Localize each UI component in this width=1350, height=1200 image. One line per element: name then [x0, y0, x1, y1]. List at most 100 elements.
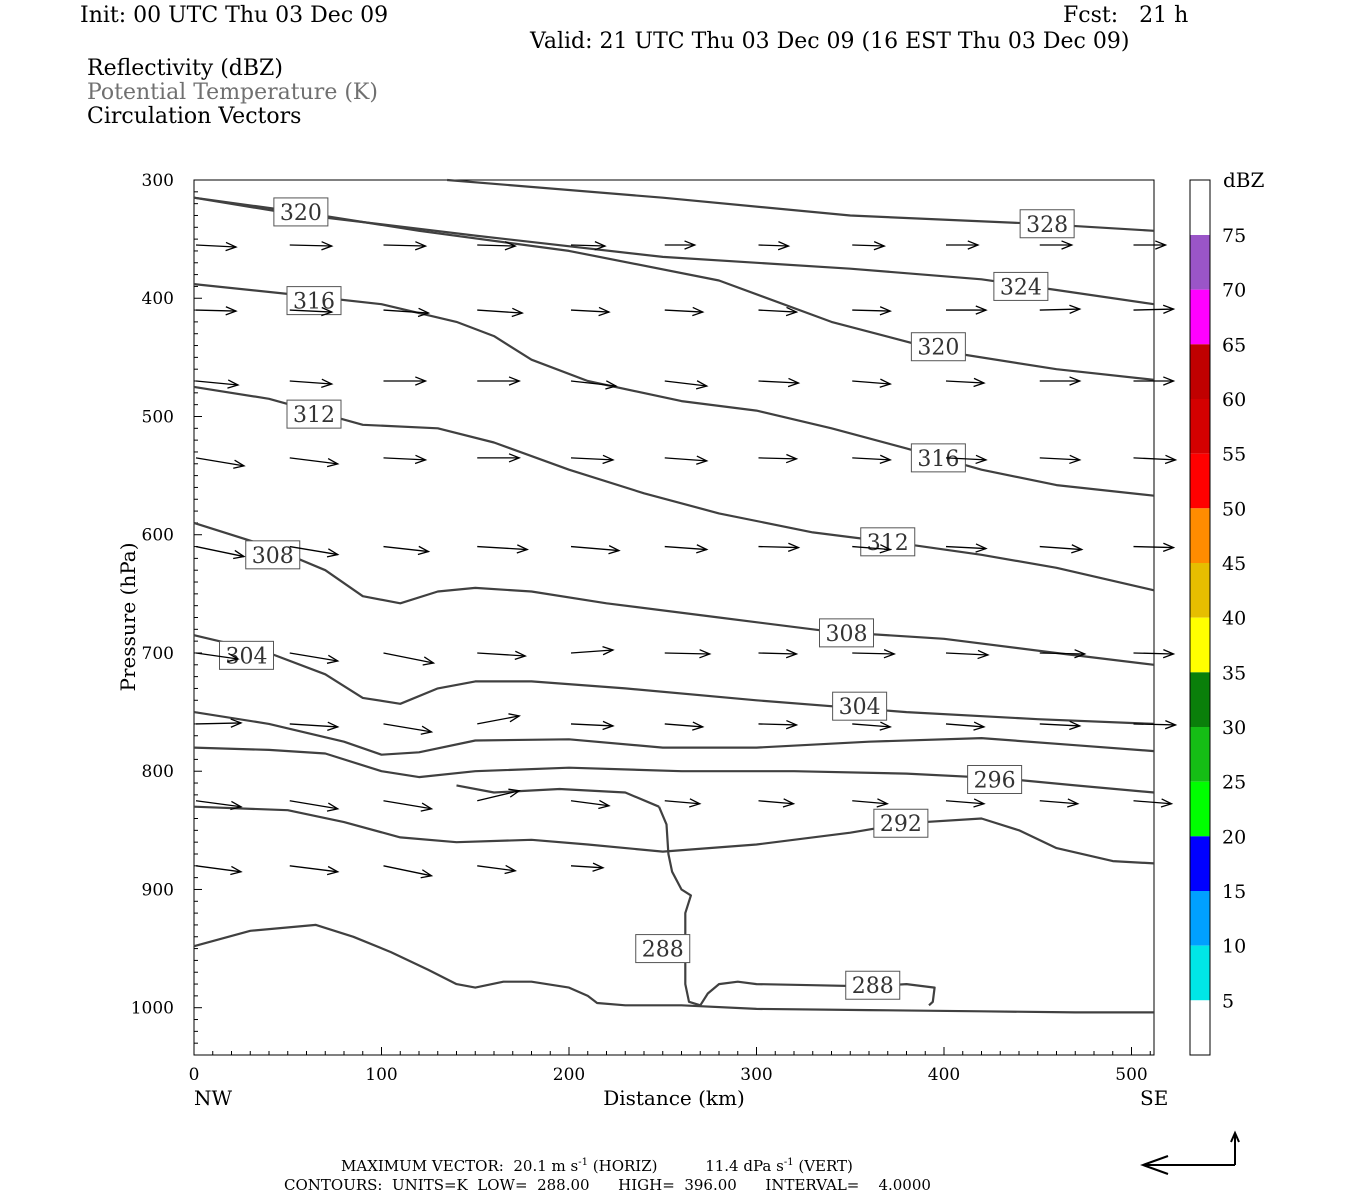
max-vector-vert: 11.4 dPa s [705, 1157, 784, 1175]
x-axis-title: Distance (km) [603, 1086, 745, 1110]
left-end-label: NW [194, 1086, 233, 1110]
isentrope-288 [193, 923, 1154, 1014]
isentrope-316 [193, 283, 1155, 497]
circulation-vector [1133, 454, 1178, 465]
circulation-vector [477, 376, 522, 386]
colorbar-label: 5 [1222, 990, 1234, 1012]
max-vector-label: MAXIMUM VECTOR: [341, 1157, 504, 1175]
circulation-vector [758, 542, 801, 552]
y-tick-label: 1000 [131, 999, 174, 1019]
isentrope-288 [456, 784, 660, 808]
circulation-vector [570, 646, 615, 656]
isentrope-288 [699, 980, 936, 1007]
colorbar-label: 35 [1222, 662, 1246, 684]
circulation-vector [664, 649, 712, 659]
footer-max-vector: MAXIMUM VECTOR: 20.1 m s-1 (HORIZ) 11.4 … [341, 1157, 853, 1175]
circulation-vector [289, 545, 340, 558]
circulation-vector [852, 378, 892, 388]
circulation-vector [852, 544, 892, 554]
circulation-vector [570, 799, 611, 810]
circulation-vector [383, 652, 436, 666]
colorbar-label: 20 [1222, 826, 1246, 848]
vert-unit: (VERT) [798, 1157, 853, 1175]
circulation-vector [383, 241, 428, 251]
x-tick-label: 400 [928, 1065, 960, 1085]
circulation-vector [664, 240, 697, 250]
circulation-vector [758, 719, 799, 730]
circulation-vector [852, 454, 892, 465]
colorbar-swatch [1190, 727, 1210, 782]
circulation-vector [195, 865, 243, 876]
circulation-vector [664, 798, 702, 808]
contour-label-box [845, 970, 901, 1000]
colorbar-label: 65 [1222, 334, 1246, 356]
reference-vector-icon [1140, 1130, 1240, 1175]
footer-contours: CONTOURS: UNITS=K LOW= 288.00 HIGH= 396.… [284, 1176, 931, 1194]
circulation-vector [289, 457, 340, 468]
circulation-vector [852, 241, 887, 251]
circulation-vector [945, 454, 988, 465]
y-tick-label: 900 [142, 880, 174, 900]
colorbar-title: dBZ [1223, 168, 1265, 192]
colorbar-swatch [1190, 508, 1210, 563]
circulation-vector [758, 241, 791, 251]
y-tick-label: 300 [142, 171, 174, 191]
circulation-vector [946, 240, 980, 250]
circulation-vector [570, 545, 621, 555]
y-axis-title: Pressure (hPa) [116, 543, 140, 692]
x-tick-label: 200 [553, 1065, 585, 1085]
contour-label: 324 [1000, 275, 1042, 300]
contour-label: 328 [1026, 213, 1068, 238]
isentrope-300 [193, 711, 1155, 756]
circulation-vector [1133, 798, 1174, 808]
isentrope-304 [193, 634, 1155, 725]
circulation-vector [664, 721, 705, 731]
y-tick-label: 700 [142, 644, 174, 664]
colorbar-label: 45 [1222, 553, 1246, 575]
contour-label: 288 [642, 938, 684, 963]
isentrope-320 [193, 196, 1155, 381]
circulation-vector [195, 457, 246, 469]
contour-label: 312 [293, 403, 335, 428]
circulation-vector [383, 545, 431, 556]
contour-label-box [635, 934, 691, 964]
circulation-vector [477, 307, 524, 318]
colorbar-label: 70 [1222, 280, 1246, 302]
circulation-vector [477, 241, 518, 251]
circulation-vector [477, 650, 527, 661]
circulation-vector [477, 788, 521, 802]
contour-label-box [219, 640, 274, 670]
circulation-vector [289, 306, 334, 317]
circulation-vector [477, 713, 521, 725]
circulation-vector [383, 800, 434, 812]
contour-label: 292 [880, 812, 922, 837]
circulation-vector [852, 649, 897, 659]
circulation-vector [1039, 720, 1082, 731]
circulation-vector [945, 649, 990, 660]
circulation-vector [477, 453, 522, 463]
circulation-vector [664, 306, 705, 317]
contour-label-box [993, 271, 1049, 301]
circulation-vector [383, 454, 428, 465]
circulation-vector [570, 862, 605, 872]
circulation-vector [570, 720, 615, 731]
contour-label-box [860, 527, 916, 557]
circulation-vector [852, 306, 893, 316]
colorbar-label: 50 [1222, 498, 1246, 520]
y-tick-label: 500 [142, 407, 174, 427]
circulation-vector [383, 376, 428, 386]
contour-label: 320 [917, 336, 959, 361]
field-potential-temperature: Potential Temperature (K) [87, 80, 378, 105]
circulation-vector [570, 380, 618, 390]
circulation-vector [852, 721, 892, 731]
circulation-vector [664, 544, 709, 554]
circulation-vector [1133, 304, 1176, 314]
horiz-unit: (HORIZ) [592, 1157, 658, 1175]
valid-time: Valid: 21 UTC Thu 03 Dec 09 (16 EST Thu … [530, 29, 1130, 54]
circulation-vector [383, 723, 434, 735]
circulation-vector [758, 377, 801, 388]
circulation-vector [289, 241, 334, 251]
circulation-vector [383, 307, 431, 318]
circulation-vector [945, 798, 986, 808]
